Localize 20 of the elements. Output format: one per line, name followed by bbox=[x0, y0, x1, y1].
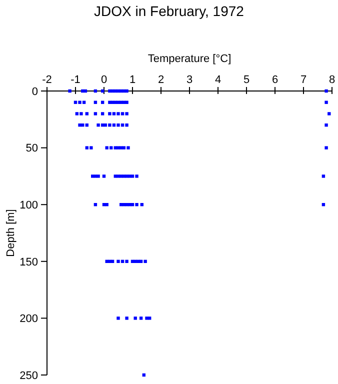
x-tick-label: 3 bbox=[186, 74, 193, 86]
x-tick-label: 6 bbox=[272, 74, 278, 86]
x-tick-label: 2 bbox=[158, 74, 164, 86]
x-tick-label: -2 bbox=[42, 74, 52, 86]
y-tick-label: 250 bbox=[20, 370, 38, 382]
x-tick-label: -1 bbox=[70, 74, 80, 86]
x-tick-label: 0 bbox=[100, 74, 108, 86]
x-tick-label: 8 bbox=[328, 74, 336, 86]
x-tick-label: 5 bbox=[243, 74, 250, 86]
y-tick-label: 200 bbox=[20, 313, 38, 326]
y-tick-label: 50 bbox=[26, 142, 38, 155]
x-tick-label: 4 bbox=[214, 74, 222, 86]
x-axis-title: Temperature [°C] bbox=[148, 53, 232, 65]
chart-title: JDOX in February, 1972 bbox=[94, 3, 244, 19]
y-tick-label: 100 bbox=[20, 199, 38, 212]
y-tick-label: 150 bbox=[20, 256, 38, 268]
y-axis-title: Depth [m] bbox=[5, 209, 17, 257]
x-tick-label: 1 bbox=[129, 74, 136, 86]
y-tick-label: 0 bbox=[32, 86, 38, 98]
x-tick-label: 7 bbox=[300, 74, 307, 86]
